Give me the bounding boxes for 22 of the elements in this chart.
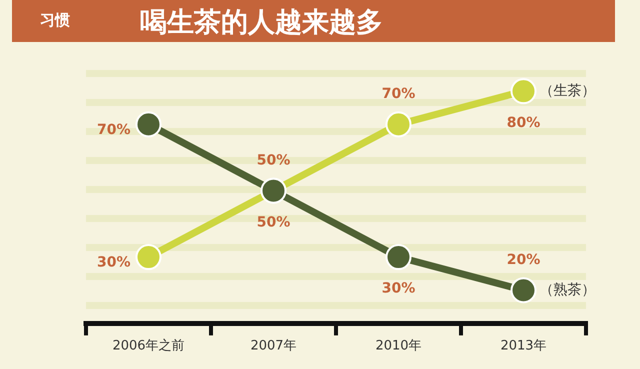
series-label: （熟茶） — [540, 282, 596, 298]
data-label: 50% — [256, 214, 290, 230]
data-label: 30% — [96, 254, 130, 271]
x-tick-label: 2013年 — [500, 338, 547, 354]
data-label: 70% — [96, 122, 130, 138]
point — [510, 78, 536, 104]
data-label: 30% — [382, 280, 416, 297]
x-tick-label: 2010年 — [375, 338, 422, 354]
point — [386, 244, 412, 270]
point — [386, 111, 412, 138]
point — [136, 244, 162, 270]
series-label: （生茶） — [540, 82, 596, 99]
chart-subtitle: 习惯 — [40, 11, 70, 30]
data-label: 70% — [382, 86, 416, 102]
point — [510, 277, 536, 304]
data-label: 80% — [506, 114, 540, 131]
data-label: 20% — [506, 252, 540, 268]
x-tick-label: 2007年 — [250, 338, 297, 354]
x-tick-label: 2006年之前 — [112, 338, 185, 354]
chart-title: 喝生茶的人越来越多 — [140, 6, 383, 40]
point — [136, 111, 162, 138]
data-label: 50% — [256, 152, 290, 168]
